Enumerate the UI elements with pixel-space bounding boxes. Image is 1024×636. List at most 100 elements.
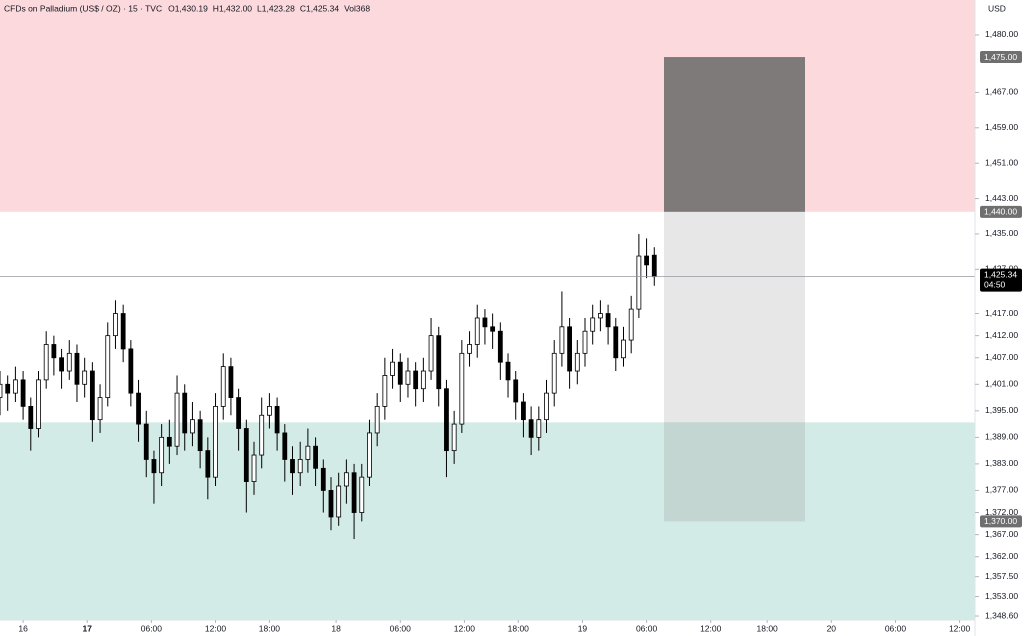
candle-body [405,370,411,385]
ohlc-value: 1,425.34 [306,3,339,13]
candle-body [143,423,149,460]
candle-body [382,375,388,407]
candle-body [613,326,619,359]
x-tick-label: 12:00 [949,623,971,633]
candle-body [559,326,565,354]
x-tick-label: 17 [83,623,93,633]
candle-body [605,313,611,328]
candle-body [166,436,172,447]
price-badge-label: 1,475.00 [984,52,1017,62]
candle-body [243,428,249,482]
candle-body [313,445,318,469]
candle-body [66,352,72,372]
candle-body [497,330,503,363]
ohlc-key: L [257,3,262,13]
ohlc-key: Vol [344,3,356,13]
candle-body [651,254,657,278]
candle-body [305,445,311,460]
x-tick-label: 18:00 [259,623,281,633]
candle-body [459,352,465,425]
stop-box [664,211,805,522]
y-tick-label: 1,427.00 [985,264,1018,274]
ohlc-key: H [213,3,219,13]
candle-body [467,344,472,354]
candle-body [36,379,41,429]
y-tick-label: 1,372.00 [985,507,1018,517]
candle-body [428,335,434,372]
candle-body [259,414,265,456]
candle-body [436,335,442,390]
y-tick-label: 1,348.60 [985,610,1018,620]
candle-body [490,326,496,332]
y-tick-label: 1,435.00 [985,228,1018,238]
zone [0,0,975,212]
symbol-title: CFDs on Palladium (US$ / OZ) · 15 · TVC [4,3,162,13]
x-tick-label: 18 [331,623,341,633]
y-tick-label: 1,357.50 [985,571,1018,581]
candle-body [5,383,11,394]
candle-body [359,476,365,513]
price-badge [980,515,1022,528]
candle-body [413,370,419,390]
candle-body [397,361,403,385]
x-tick-label: 06:00 [885,623,907,633]
candle-body [513,379,519,403]
candle-body [89,370,95,421]
y-tick-label: 1,480.00 [985,29,1018,39]
candle-body [444,388,449,452]
candle-body [367,432,372,478]
candle-body [228,366,234,398]
candle-body [536,419,542,438]
x-tick-label: 06:00 [141,623,163,633]
candle-body [597,313,603,319]
candle-body [120,313,126,350]
currency[interactable]: USD [988,3,1006,13]
candle-body [374,406,380,434]
candle-body [28,406,34,429]
y-tick-label: 1,443.00 [985,193,1018,203]
price-badge [980,205,1022,218]
candle-body [636,255,642,310]
y-tick-label: 1,362.00 [985,551,1018,561]
candle-body [274,406,280,434]
y-tick-label: 1,412.00 [985,330,1018,340]
price-badge [980,51,1022,64]
candle-body [59,357,64,372]
candle-body [51,344,57,359]
y-tick-label: 1,353.00 [985,591,1018,601]
x-tick-label: 19 [578,623,588,633]
y-tick-label: 1,467.00 [985,87,1018,97]
candle-body [505,361,511,381]
candle-body [97,397,103,421]
x-tick-label: 18:00 [757,623,779,633]
x-tick-label: 12:00 [454,623,476,633]
y-tick-label: 1,459.00 [985,122,1018,132]
target-box [664,57,805,212]
candle-body [251,454,257,482]
candle-body [82,370,88,385]
y-tick-label: 1,417.00 [985,308,1018,318]
x-tick-label: 12:00 [205,623,227,633]
candle-body [190,419,195,434]
y-tick-label: 1,407.00 [985,352,1018,362]
candle-body [267,406,272,416]
candle-body [297,459,303,474]
candle-body [105,335,111,398]
candle-body [590,317,596,332]
candle-body [290,459,295,474]
candle-body [12,379,18,394]
price-axis-bg [975,0,1024,636]
y-tick-label: 1,367.00 [985,529,1018,539]
y-tick-label: 1,401.00 [985,379,1018,389]
candle-body [420,370,426,390]
candle-body [282,432,288,460]
last-price-badge [980,268,1022,292]
candle-body [551,352,557,394]
y-tick-label: 1,389.00 [985,432,1018,442]
candle-body [128,348,134,394]
candle-body [521,401,526,421]
candle-body [582,330,588,354]
candle-body [574,352,580,372]
ohlc-value: 1,432.00 [219,3,252,13]
